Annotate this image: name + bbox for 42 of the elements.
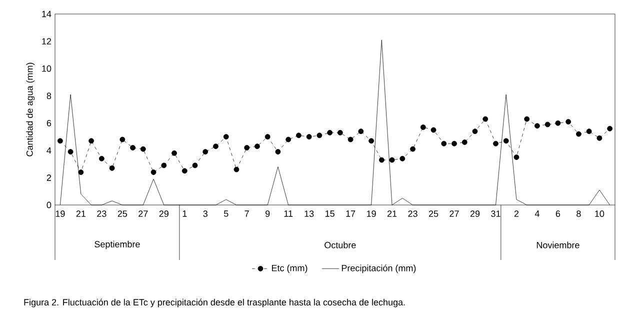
x-tick-label: 17: [346, 210, 356, 217]
x-tick-label: 15: [326, 210, 334, 217]
y-tick-label: 10: [42, 65, 52, 72]
x-tick-label: 21: [387, 210, 397, 217]
x-tick-label: 27: [138, 210, 148, 217]
x-tick-label: 21: [76, 210, 86, 217]
text: Octubre: [324, 242, 356, 248]
x-tick-label: 2: [514, 210, 519, 217]
text: Septiembre: [94, 240, 140, 250]
x-tick-label: 31: [491, 210, 500, 217]
x-tick-label: 19: [56, 210, 65, 217]
x-tick-label: 5: [224, 210, 228, 217]
y-tick-label: 4: [46, 147, 52, 154]
legend-label: Etc (mm): [272, 264, 308, 274]
x-tick-label: 3: [203, 210, 208, 217]
text: Noviembre: [536, 242, 580, 248]
x-tick-label: 4: [534, 210, 540, 217]
y-tick-label: 12: [42, 38, 52, 44]
x-tick-label: 23: [408, 210, 418, 217]
y-tick-label: 6: [46, 120, 52, 126]
y-tick-label: 14: [42, 10, 52, 18]
y-tick-label: 2: [46, 174, 52, 181]
x-tick-label: 9: [266, 210, 270, 217]
x-tick-label: 7: [244, 210, 249, 217]
legend-label: Precipitación (mm): [342, 264, 416, 274]
y-tick-label: 0: [46, 202, 52, 208]
x-tick-label: 6: [556, 210, 560, 217]
x-tick-label: 23: [97, 210, 106, 217]
y-tick-label: 8: [46, 92, 52, 100]
x-tick-label: 13: [304, 210, 314, 217]
x-tick-label: 19: [366, 210, 376, 217]
x-tick-label: 29: [470, 210, 480, 217]
x-tick-label: 1: [182, 210, 187, 217]
text: Figura 2. Fluctuación de la ETc y precipitación desde el trasplante hasta la cosecha de lechuga.: [24, 298, 405, 308]
x-tick-label: 25: [118, 210, 128, 217]
y-axis-title: Cantidad de agua (mm): [26, 62, 35, 156]
x-tick-label: 11: [284, 210, 293, 217]
x-tick-label: 25: [428, 210, 438, 217]
x-tick-label: 27: [450, 210, 459, 217]
x-tick-label: 29: [159, 210, 168, 217]
x-tick-label: 8: [576, 210, 581, 217]
x-tick-label: 10: [595, 210, 604, 217]
